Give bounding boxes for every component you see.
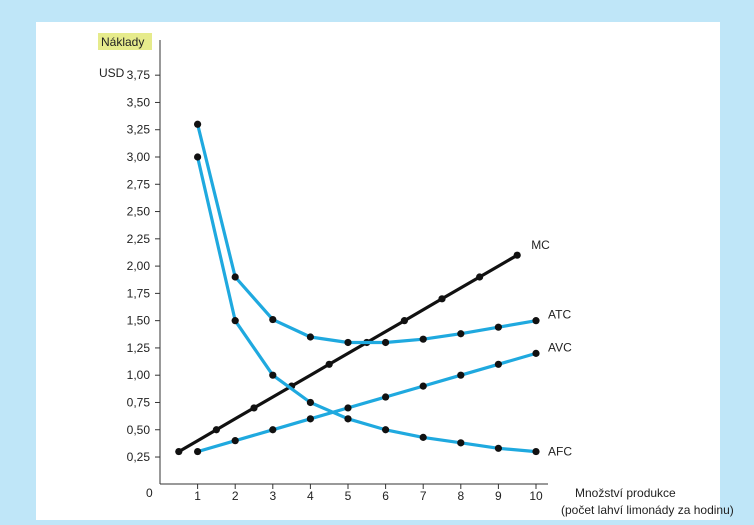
data-point-atc xyxy=(194,120,202,128)
y-tick-label: 0,75 xyxy=(127,395,151,409)
data-point-afc xyxy=(457,439,465,447)
data-point-mc xyxy=(325,360,333,368)
data-point-mc xyxy=(250,404,258,412)
data-point-avc xyxy=(306,415,314,423)
data-point-avc xyxy=(419,382,427,390)
x-tick-label: 7 xyxy=(420,489,427,503)
x-tick-label: 3 xyxy=(269,489,276,503)
series-line-avc xyxy=(197,351,537,454)
y-tick-label: 3,50 xyxy=(127,95,151,109)
x-tick-label: 5 xyxy=(345,489,352,503)
y-tick-label: 0,25 xyxy=(127,450,151,464)
data-point-afc xyxy=(344,415,352,423)
data-point-atc xyxy=(269,315,277,324)
data-point-afc xyxy=(231,317,239,325)
data-point-atc xyxy=(231,273,239,281)
data-point-avc xyxy=(194,447,202,456)
data-point-mc xyxy=(476,273,484,281)
x-tick-label: 6 xyxy=(382,489,389,503)
y-tick-label: 1,75 xyxy=(127,286,151,300)
data-point-mc xyxy=(438,295,446,303)
series-label-afc: AFC xyxy=(548,445,572,459)
data-point-avc xyxy=(344,404,352,412)
y-tick-label: 2,50 xyxy=(127,205,151,219)
data-point-avc xyxy=(494,360,502,368)
x-axis-label-line2: (počet lahví limonády za hodinu) xyxy=(561,503,734,517)
y-tick-label: 3,75 xyxy=(127,68,151,82)
x-tick-label: 4 xyxy=(307,489,314,503)
data-point-atc xyxy=(344,338,352,347)
x-tick-label: 2 xyxy=(232,489,239,503)
series-label-atc: ATC xyxy=(548,308,571,322)
y-tick-label: 2,25 xyxy=(127,232,151,246)
data-point-mc xyxy=(175,447,183,456)
data-point-avc xyxy=(382,393,390,401)
ylabel-highlight xyxy=(98,33,152,50)
data-point-afc xyxy=(269,371,277,379)
data-point-afc xyxy=(532,447,540,456)
y-tick-label: 1,25 xyxy=(127,341,151,355)
y-tick-label: 1,00 xyxy=(127,368,151,382)
data-point-afc xyxy=(194,153,202,161)
data-point-avc xyxy=(457,371,465,379)
series-layer xyxy=(175,120,540,456)
x-axis-label-line1: Množství produkce xyxy=(575,486,676,500)
data-point-afc xyxy=(494,444,502,452)
data-point-afc xyxy=(419,433,427,441)
series-label-mc: MC xyxy=(531,238,550,252)
y-tick-label: 1,50 xyxy=(127,314,151,328)
y-tick-label: 3,00 xyxy=(127,150,151,164)
y-tick-label: 2,00 xyxy=(127,259,151,273)
data-point-atc xyxy=(419,335,427,343)
data-point-atc xyxy=(494,323,502,331)
data-point-mc xyxy=(212,426,220,434)
data-point-mc xyxy=(400,317,408,325)
y-tick-label: 0,50 xyxy=(127,423,151,437)
data-point-mc xyxy=(513,251,521,259)
series-line-atc xyxy=(196,123,537,345)
chart-panel xyxy=(36,22,720,520)
data-point-afc xyxy=(306,398,314,407)
x-tick-label: 8 xyxy=(457,489,464,503)
data-point-atc xyxy=(532,317,540,325)
series-labels-layer: MC ATC AVC AFC xyxy=(531,238,572,458)
x-tick-label: 10 xyxy=(529,489,543,503)
data-point-afc xyxy=(382,426,390,434)
data-point-atc xyxy=(382,338,390,347)
data-point-atc xyxy=(306,333,314,341)
series-line-afc xyxy=(196,156,537,454)
series-label-avc: AVC xyxy=(548,340,572,354)
series-line-mc xyxy=(177,253,519,453)
y-axis-unit: USD xyxy=(99,66,125,80)
data-point-avc xyxy=(269,426,277,434)
x-tick-label: 9 xyxy=(495,489,502,503)
data-point-avc xyxy=(231,437,239,445)
axes: 0,25 0,50 0,75 1,00 1,25 1,50 1,75 2,00 2,25 2,50… xyxy=(127,40,548,503)
y-tick-label: 2,75 xyxy=(127,177,151,191)
origin-label: 0 xyxy=(146,486,153,500)
y-tick-label: 3,25 xyxy=(127,123,151,137)
data-point-avc xyxy=(532,349,540,357)
x-tick-label: 1 xyxy=(194,489,201,503)
y-axis-label: Náklady xyxy=(101,35,144,49)
data-point-atc xyxy=(457,330,465,338)
